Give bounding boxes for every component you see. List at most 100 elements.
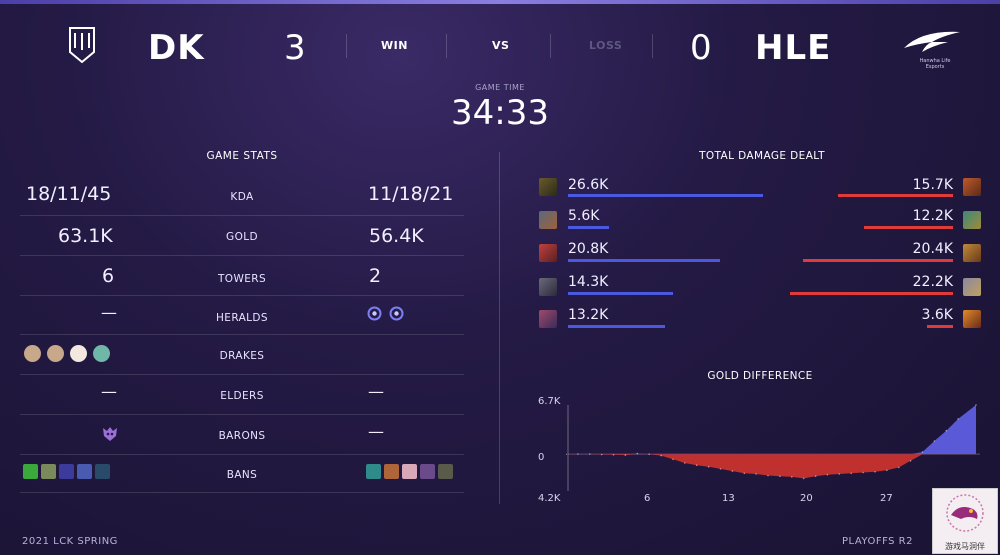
champion-ban-icon (95, 464, 110, 479)
mountain-drake-icon (47, 345, 64, 362)
red-damage-value: 15.7K (912, 177, 953, 193)
stat-label-bans: BANS (226, 469, 258, 481)
x-tick-label: 13 (722, 493, 735, 504)
red-damage-value: 20.4K (912, 241, 953, 257)
x-tick-label: 6 (644, 493, 651, 504)
red-kda: 11/18/21 (368, 183, 454, 205)
blue-damage-bar (568, 292, 673, 295)
gold-diff-point (636, 452, 639, 455)
red-elders: — (368, 382, 384, 401)
gold-diff-point (826, 473, 829, 476)
row-separator (20, 374, 464, 375)
y-tick-label: 4.2K (538, 493, 561, 504)
red-champion-icon (963, 178, 981, 196)
divider (446, 34, 447, 58)
stat-label-towers: TOWERS (217, 273, 267, 285)
gold-diff-point (886, 469, 888, 472)
stat-label-heralds: HERALDS (216, 312, 268, 324)
vs-label: VS (492, 39, 510, 52)
gold-diff-point (731, 470, 734, 472)
blue-heralds: — (101, 303, 117, 322)
gold-diff-point (707, 465, 710, 468)
gold-diff-point (933, 440, 936, 442)
baron-icon (100, 424, 120, 444)
x-tick-label: 20 (800, 493, 813, 504)
blue-champion-icon (539, 310, 557, 328)
gold-diff-point (743, 472, 746, 475)
gold-diff-point (838, 473, 841, 475)
gold-diff-point (612, 454, 615, 456)
gold-diff-point (589, 453, 591, 455)
hle-logo: Hanwha Life Esports (902, 28, 968, 72)
gold-diff-title: GOLD DIFFERENCE (707, 370, 813, 382)
red-team-name: HLE (755, 28, 832, 68)
stat-label-barons: BARONS (218, 430, 266, 442)
red-towers: 2 (369, 265, 382, 287)
watermark-text: 游戏马洞伴 (945, 542, 985, 551)
gold-diff-point (862, 471, 864, 474)
top-accent-line (0, 0, 1000, 4)
gold-diff-point (566, 453, 567, 455)
blue-towers: 6 (102, 265, 115, 287)
red-gold: 56.4K (369, 225, 424, 247)
gold-diff-point (921, 451, 924, 453)
red-barons: — (368, 422, 384, 441)
gold-diff-point (957, 418, 959, 420)
damage-rows: 26.6K 5.6K 20.8K 14.3K 13.2K 15.7K 12.2K… (535, 175, 985, 335)
gold-diff-point (695, 464, 698, 466)
gold-diff-point (898, 466, 900, 469)
row-separator (20, 255, 464, 256)
gold-diff-point (814, 475, 817, 477)
herald-icon (366, 305, 383, 322)
gold-diff-point (577, 453, 579, 455)
gold-diff-positive-area (566, 405, 976, 455)
blue-damage-bar (568, 259, 720, 262)
gold-diff-negative-area (566, 454, 976, 479)
blue-team-score: 3 (284, 28, 306, 68)
blue-elders: — (101, 382, 117, 401)
blue-damage-value: 5.6K (568, 208, 600, 224)
row-separator (20, 414, 464, 415)
blue-team-name: DK (148, 28, 205, 68)
gold-diff-point (945, 429, 948, 432)
gold-diff-point (684, 462, 686, 464)
y-tick-label: 0 (538, 452, 545, 463)
section-divider (499, 152, 500, 504)
gold-diff-point (624, 454, 627, 456)
footer-event: 2021 LCK SPRING (22, 536, 118, 547)
hle-logo-subtitle: Esports (925, 64, 945, 70)
red-damage-bar (838, 194, 953, 197)
blue-damage-bar (568, 194, 763, 197)
champion-ban-icon (438, 464, 453, 479)
divider (346, 34, 347, 58)
red-bans (366, 464, 453, 483)
red-damage-bar (927, 325, 953, 328)
stat-label-kda: KDA (230, 191, 254, 203)
row-separator (20, 454, 464, 455)
red-champion-icon (963, 244, 981, 262)
gold-diff-chart (566, 404, 980, 491)
game-time-label: GAME TIME (475, 83, 525, 92)
damage-title: TOTAL DAMAGE DEALT (699, 150, 825, 162)
dk-logo (66, 26, 98, 64)
divider (550, 34, 551, 58)
red-damage-value: 22.2K (912, 274, 953, 290)
blue-damage-value: 14.3K (568, 274, 609, 290)
blue-gold: 63.1K (58, 225, 113, 247)
champion-ban-icon (77, 464, 92, 479)
red-damage-bar (864, 226, 953, 229)
red-damage-bar (803, 259, 953, 262)
gold-diff-point (975, 404, 977, 406)
champion-ban-icon (41, 464, 56, 479)
divider (652, 34, 653, 58)
row-separator (20, 334, 464, 335)
gold-diff-point (719, 468, 722, 470)
blue-champion-icon (539, 244, 557, 262)
blue-kda: 18/11/45 (26, 183, 112, 205)
game-time: 34:33 (451, 93, 549, 133)
gold-diff-point (600, 453, 603, 456)
champion-ban-icon (59, 464, 74, 479)
y-tick-label: 6.7K (538, 396, 561, 407)
red-damage-bar (790, 292, 953, 295)
gold-diff-point (648, 453, 650, 455)
